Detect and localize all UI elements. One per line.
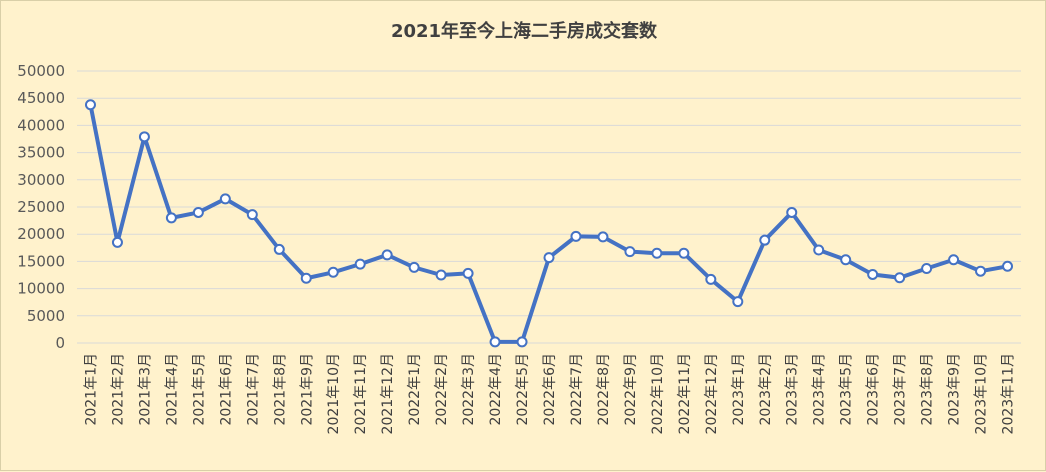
x-tick-label: 2022年3月 <box>461 353 477 426</box>
x-tick-label: 2021年4月 <box>164 353 180 426</box>
x-tick-label: 2023年1月 <box>731 353 747 426</box>
x-tick-label: 2021年9月 <box>299 353 315 426</box>
x-tick-label: 2021年6月 <box>218 353 234 426</box>
y-tick-label: 15000 <box>17 252 65 270</box>
data-point <box>651 247 663 259</box>
x-tick-label: 2022年8月 <box>596 353 612 426</box>
y-tick-label: 45000 <box>17 89 65 107</box>
data-point <box>408 261 420 273</box>
data-point <box>732 296 744 308</box>
x-tick-label: 2021年5月 <box>191 353 207 426</box>
data-point <box>786 206 798 218</box>
y-tick-label: 35000 <box>17 144 65 162</box>
data-point <box>219 193 231 205</box>
x-tick-label: 2023年5月 <box>839 353 855 426</box>
data-point <box>894 272 906 284</box>
y-tick-label: 30000 <box>17 171 65 189</box>
data-point <box>273 243 285 255</box>
data-point <box>813 244 825 256</box>
data-point <box>867 268 879 280</box>
x-tick-label: 2023年10月 <box>974 353 990 434</box>
x-tick-label: 2022年4月 <box>488 353 504 426</box>
y-tick-label: 5000 <box>27 307 65 325</box>
y-tick-label: 40000 <box>17 116 65 134</box>
y-tick-label: 10000 <box>17 280 65 298</box>
x-tick-label: 2021年2月 <box>110 353 126 426</box>
data-point <box>1002 260 1014 272</box>
data-point <box>381 249 393 261</box>
x-tick-label: 2023年4月 <box>812 353 828 426</box>
x-tick-label: 2023年7月 <box>893 353 909 426</box>
x-tick-label: 2022年12月 <box>704 353 720 434</box>
data-point <box>84 99 96 111</box>
data-point <box>462 267 474 279</box>
x-tick-label: 2022年1月 <box>407 353 423 426</box>
data-point <box>678 247 690 259</box>
data-point <box>840 254 852 266</box>
x-tick-label: 2021年1月 <box>83 353 99 426</box>
y-tick-label: 0 <box>55 334 65 352</box>
x-tick-label: 2021年7月 <box>245 353 261 426</box>
x-tick-label: 2021年8月 <box>272 353 288 426</box>
x-tick-label: 2023年6月 <box>866 353 882 426</box>
data-point <box>489 336 501 348</box>
x-tick-label: 2022年10月 <box>650 353 666 434</box>
data-point <box>192 206 204 218</box>
y-tick-label: 25000 <box>17 198 65 216</box>
data-point <box>165 212 177 224</box>
data-point <box>570 230 582 242</box>
data-point <box>543 252 555 264</box>
series-line <box>88 104 1008 344</box>
data-point <box>705 273 717 285</box>
data-point <box>435 269 447 281</box>
x-tick-label: 2023年9月 <box>947 353 963 426</box>
data-point <box>246 209 258 221</box>
data-point <box>354 258 366 270</box>
x-tick-label: 2023年2月 <box>758 353 774 426</box>
data-point <box>300 272 312 284</box>
y-tick-label: 50000 <box>17 62 65 80</box>
data-point <box>111 236 123 248</box>
data-point <box>138 131 150 143</box>
data-point <box>327 266 339 278</box>
x-tick-label: 2022年9月 <box>623 353 639 426</box>
x-tick-label: 2021年3月 <box>137 353 153 426</box>
data-point <box>975 265 987 277</box>
data-point <box>921 262 933 274</box>
x-tick-label: 2022年7月 <box>569 353 585 426</box>
x-tick-label: 2021年10月 <box>326 353 342 434</box>
x-tick-label: 2022年5月 <box>515 353 531 426</box>
data-point <box>948 254 960 266</box>
chart-title: 2021年至今上海二手房成交套数 <box>390 21 658 42</box>
data-point <box>597 231 609 243</box>
data-point <box>516 336 528 348</box>
x-tick-label: 2022年11月 <box>677 353 693 434</box>
x-tick-label: 2022年6月 <box>542 353 558 426</box>
y-tick-label: 20000 <box>17 225 65 243</box>
x-tick-label: 2023年8月 <box>920 353 936 426</box>
x-tick-label: 2023年3月 <box>785 353 801 426</box>
x-tick-label: 2021年11月 <box>353 353 369 434</box>
x-tick-label: 2021年12月 <box>380 353 396 434</box>
data-point <box>624 246 636 258</box>
x-tick-label: 2023年11月 <box>1001 353 1017 434</box>
x-tick-label: 2022年2月 <box>434 353 450 426</box>
data-point <box>759 234 771 246</box>
